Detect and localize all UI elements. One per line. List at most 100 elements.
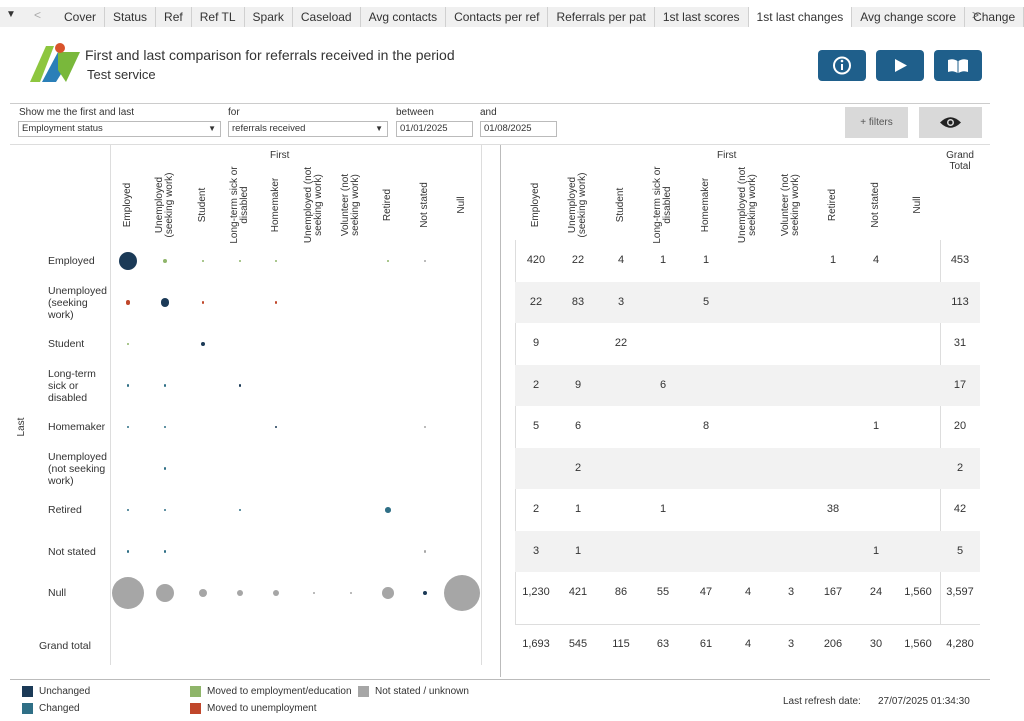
tab[interactable]: 1st last scores <box>654 7 749 27</box>
column-total: 545 <box>568 638 588 650</box>
bubble <box>163 384 167 387</box>
column-label: Homemaker <box>270 177 281 233</box>
cell-value: 8 <box>702 420 710 432</box>
column-label: Student <box>615 187 626 223</box>
bubble <box>163 425 167 429</box>
tab[interactable]: 1st last changes <box>748 7 853 27</box>
tab[interactable]: Status <box>105 7 157 27</box>
cell-value: 38 <box>826 503 840 515</box>
column-label: Unemployed (seeking work) <box>154 172 175 238</box>
scope-dropdown[interactable]: referrals received ▼ <box>228 121 388 137</box>
cell-value: 22 <box>614 337 628 349</box>
measure-dropdown[interactable]: Employment status ▼ <box>18 121 221 137</box>
bubble <box>126 550 130 553</box>
bubble <box>382 587 394 599</box>
tabs: Cover Status Ref Ref TL Spark Caseload Avg con… <box>56 7 1024 27</box>
bubble <box>126 425 130 429</box>
column-header: First <box>717 150 737 161</box>
legend-label: Moved to unemployment <box>207 703 317 714</box>
cell-value: 1 <box>872 420 880 432</box>
tab-next[interactable]: > <box>972 8 980 22</box>
row-total: 42 <box>953 503 967 515</box>
row-label: Student <box>48 338 85 350</box>
column-label: Employed <box>122 182 133 228</box>
bubble <box>272 589 280 597</box>
legend-swatch <box>358 686 369 697</box>
cell-value: 3 <box>617 295 625 308</box>
tab[interactable]: Spark <box>244 7 293 27</box>
cell-value: 6 <box>574 420 582 432</box>
tab[interactable]: Avg contacts <box>360 7 447 27</box>
dropdown-value: Employment status <box>22 123 103 134</box>
bubble <box>125 300 131 305</box>
cell-value: 2 <box>532 378 540 391</box>
bubble <box>274 301 278 304</box>
bubble <box>201 259 205 263</box>
column-label: Null <box>456 196 467 214</box>
view-button[interactable] <box>919 107 982 138</box>
bubble <box>163 467 167 470</box>
filters-button[interactable]: + filters <box>845 107 908 138</box>
grand-total-header: Grand Total <box>946 150 974 172</box>
bubble <box>155 583 175 603</box>
column-label: Volunteer (not seeking work) <box>780 173 801 237</box>
bubble <box>126 384 130 387</box>
bubble <box>236 589 244 597</box>
column-total: 30 <box>869 638 883 650</box>
legend-swatch <box>190 686 201 697</box>
bubble <box>238 384 242 387</box>
tab[interactable]: Change <box>965 7 1024 27</box>
bubble <box>444 575 480 611</box>
tab[interactable]: Avg change score <box>852 7 966 27</box>
info-button[interactable] <box>818 50 866 81</box>
tab[interactable]: Cover <box>56 7 106 27</box>
column-label: Homemaker <box>700 177 711 233</box>
bubble <box>385 507 391 513</box>
tab-prev[interactable]: < <box>34 8 42 22</box>
row-total: 113 <box>951 295 969 308</box>
cell-value: 167 <box>823 586 843 598</box>
filter-label: between <box>396 107 434 118</box>
column-label: Volunteer (not seeking work) <box>340 173 361 237</box>
row-label: Retired <box>48 504 82 516</box>
play-button[interactable] <box>876 50 924 81</box>
cell-value: 1 <box>574 544 582 557</box>
row-band <box>515 624 980 667</box>
cell-value: 1 <box>829 254 837 266</box>
filter-label: Show me the first and last <box>19 107 135 118</box>
cell-value: 1,560 <box>904 586 932 598</box>
column-total: 3 <box>787 638 795 650</box>
end-date[interactable]: 01/08/2025 <box>480 121 557 137</box>
start-date[interactable]: 01/01/2025 <box>396 121 473 137</box>
cell-value: 1 <box>574 503 582 515</box>
column-total: 115 <box>612 638 630 650</box>
axis-line <box>110 145 111 665</box>
tab[interactable]: Caseload <box>292 7 361 27</box>
legend-label: Moved to employment/education <box>207 686 352 697</box>
tab[interactable]: Ref TL <box>191 7 245 27</box>
row-band <box>515 447 980 490</box>
column-header: First <box>270 150 290 161</box>
bubble <box>162 258 168 264</box>
column-total: 1,693 <box>522 638 550 650</box>
cell-value: 5 <box>532 420 540 432</box>
tab[interactable]: Referrals per pat <box>548 7 655 27</box>
row-total: 453 <box>950 254 970 266</box>
row-band <box>515 530 980 573</box>
column-label: Employed <box>530 182 541 228</box>
tab[interactable]: Contacts per ref <box>446 7 549 27</box>
tab[interactable]: Ref <box>156 7 192 27</box>
bubble <box>274 425 278 429</box>
legend-label: Not stated / unknown <box>375 686 469 697</box>
guide-button[interactable] <box>934 50 982 81</box>
column-total: 206 <box>823 638 843 650</box>
row-label: Homemaker <box>48 421 106 433</box>
cell-value: 4 <box>744 586 752 598</box>
bubble <box>312 591 316 595</box>
tab-menu[interactable]: ▼ <box>6 9 16 20</box>
bubble <box>274 259 278 263</box>
bubble <box>198 588 208 598</box>
cell-value: 1 <box>659 254 667 266</box>
divider <box>10 144 990 145</box>
